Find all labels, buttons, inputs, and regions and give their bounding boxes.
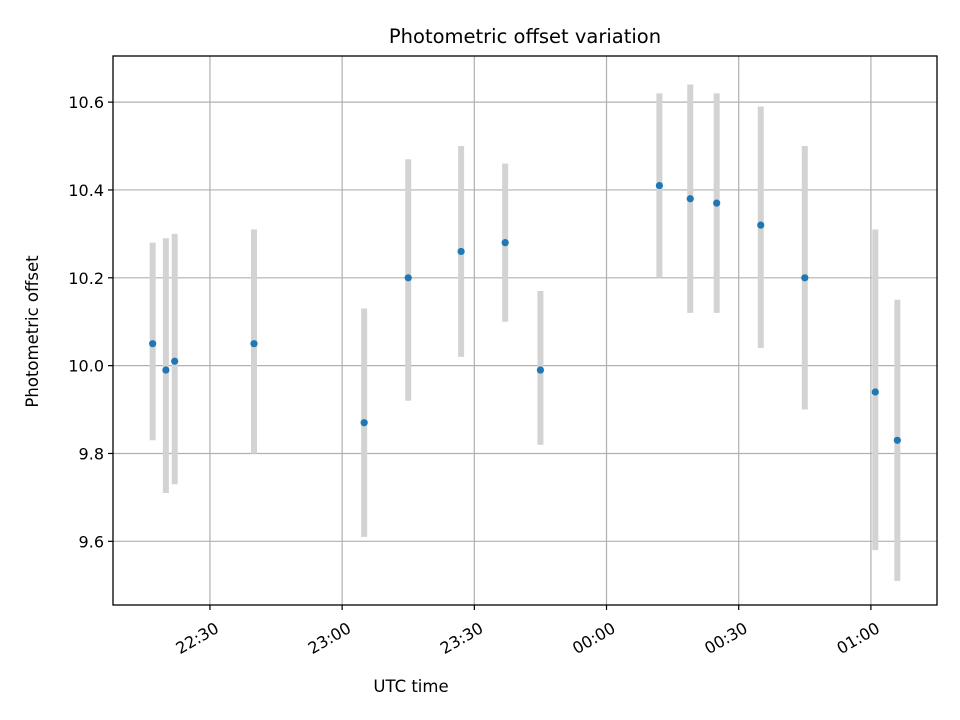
grid-lines bbox=[113, 56, 937, 605]
data-point bbox=[501, 239, 509, 247]
data-point bbox=[686, 195, 694, 203]
data-point bbox=[871, 388, 879, 396]
x-axis-label: UTC time bbox=[373, 677, 448, 696]
data-point bbox=[893, 436, 901, 444]
data-point bbox=[171, 357, 179, 365]
data-point bbox=[360, 419, 368, 427]
data-point bbox=[250, 340, 258, 348]
y-tick-label: 10.0 bbox=[68, 357, 104, 376]
data-point bbox=[149, 340, 157, 348]
y-axis-label: Photometric offset bbox=[23, 255, 42, 408]
y-tick-label: 9.8 bbox=[79, 444, 104, 463]
y-tick-label: 10.2 bbox=[68, 269, 104, 288]
y-tick-label: 10.6 bbox=[68, 93, 104, 112]
y-tick-label: 9.6 bbox=[79, 532, 104, 551]
chart-title: Photometric offset variation bbox=[389, 25, 661, 48]
data-points bbox=[149, 181, 901, 444]
data-point bbox=[655, 181, 663, 190]
data-point bbox=[801, 274, 809, 282]
data-point bbox=[536, 366, 545, 374]
y-tick-label: 10.4 bbox=[68, 181, 104, 200]
plot-frame bbox=[112, 55, 938, 606]
data-point bbox=[162, 366, 170, 374]
data-point bbox=[404, 274, 412, 282]
data-point bbox=[713, 199, 721, 207]
y-axis-ticks: 9.6 9.8 10.0 10.2 10.4 10.6 bbox=[68, 93, 113, 551]
data-point bbox=[457, 247, 465, 256]
data-point bbox=[757, 221, 765, 229]
